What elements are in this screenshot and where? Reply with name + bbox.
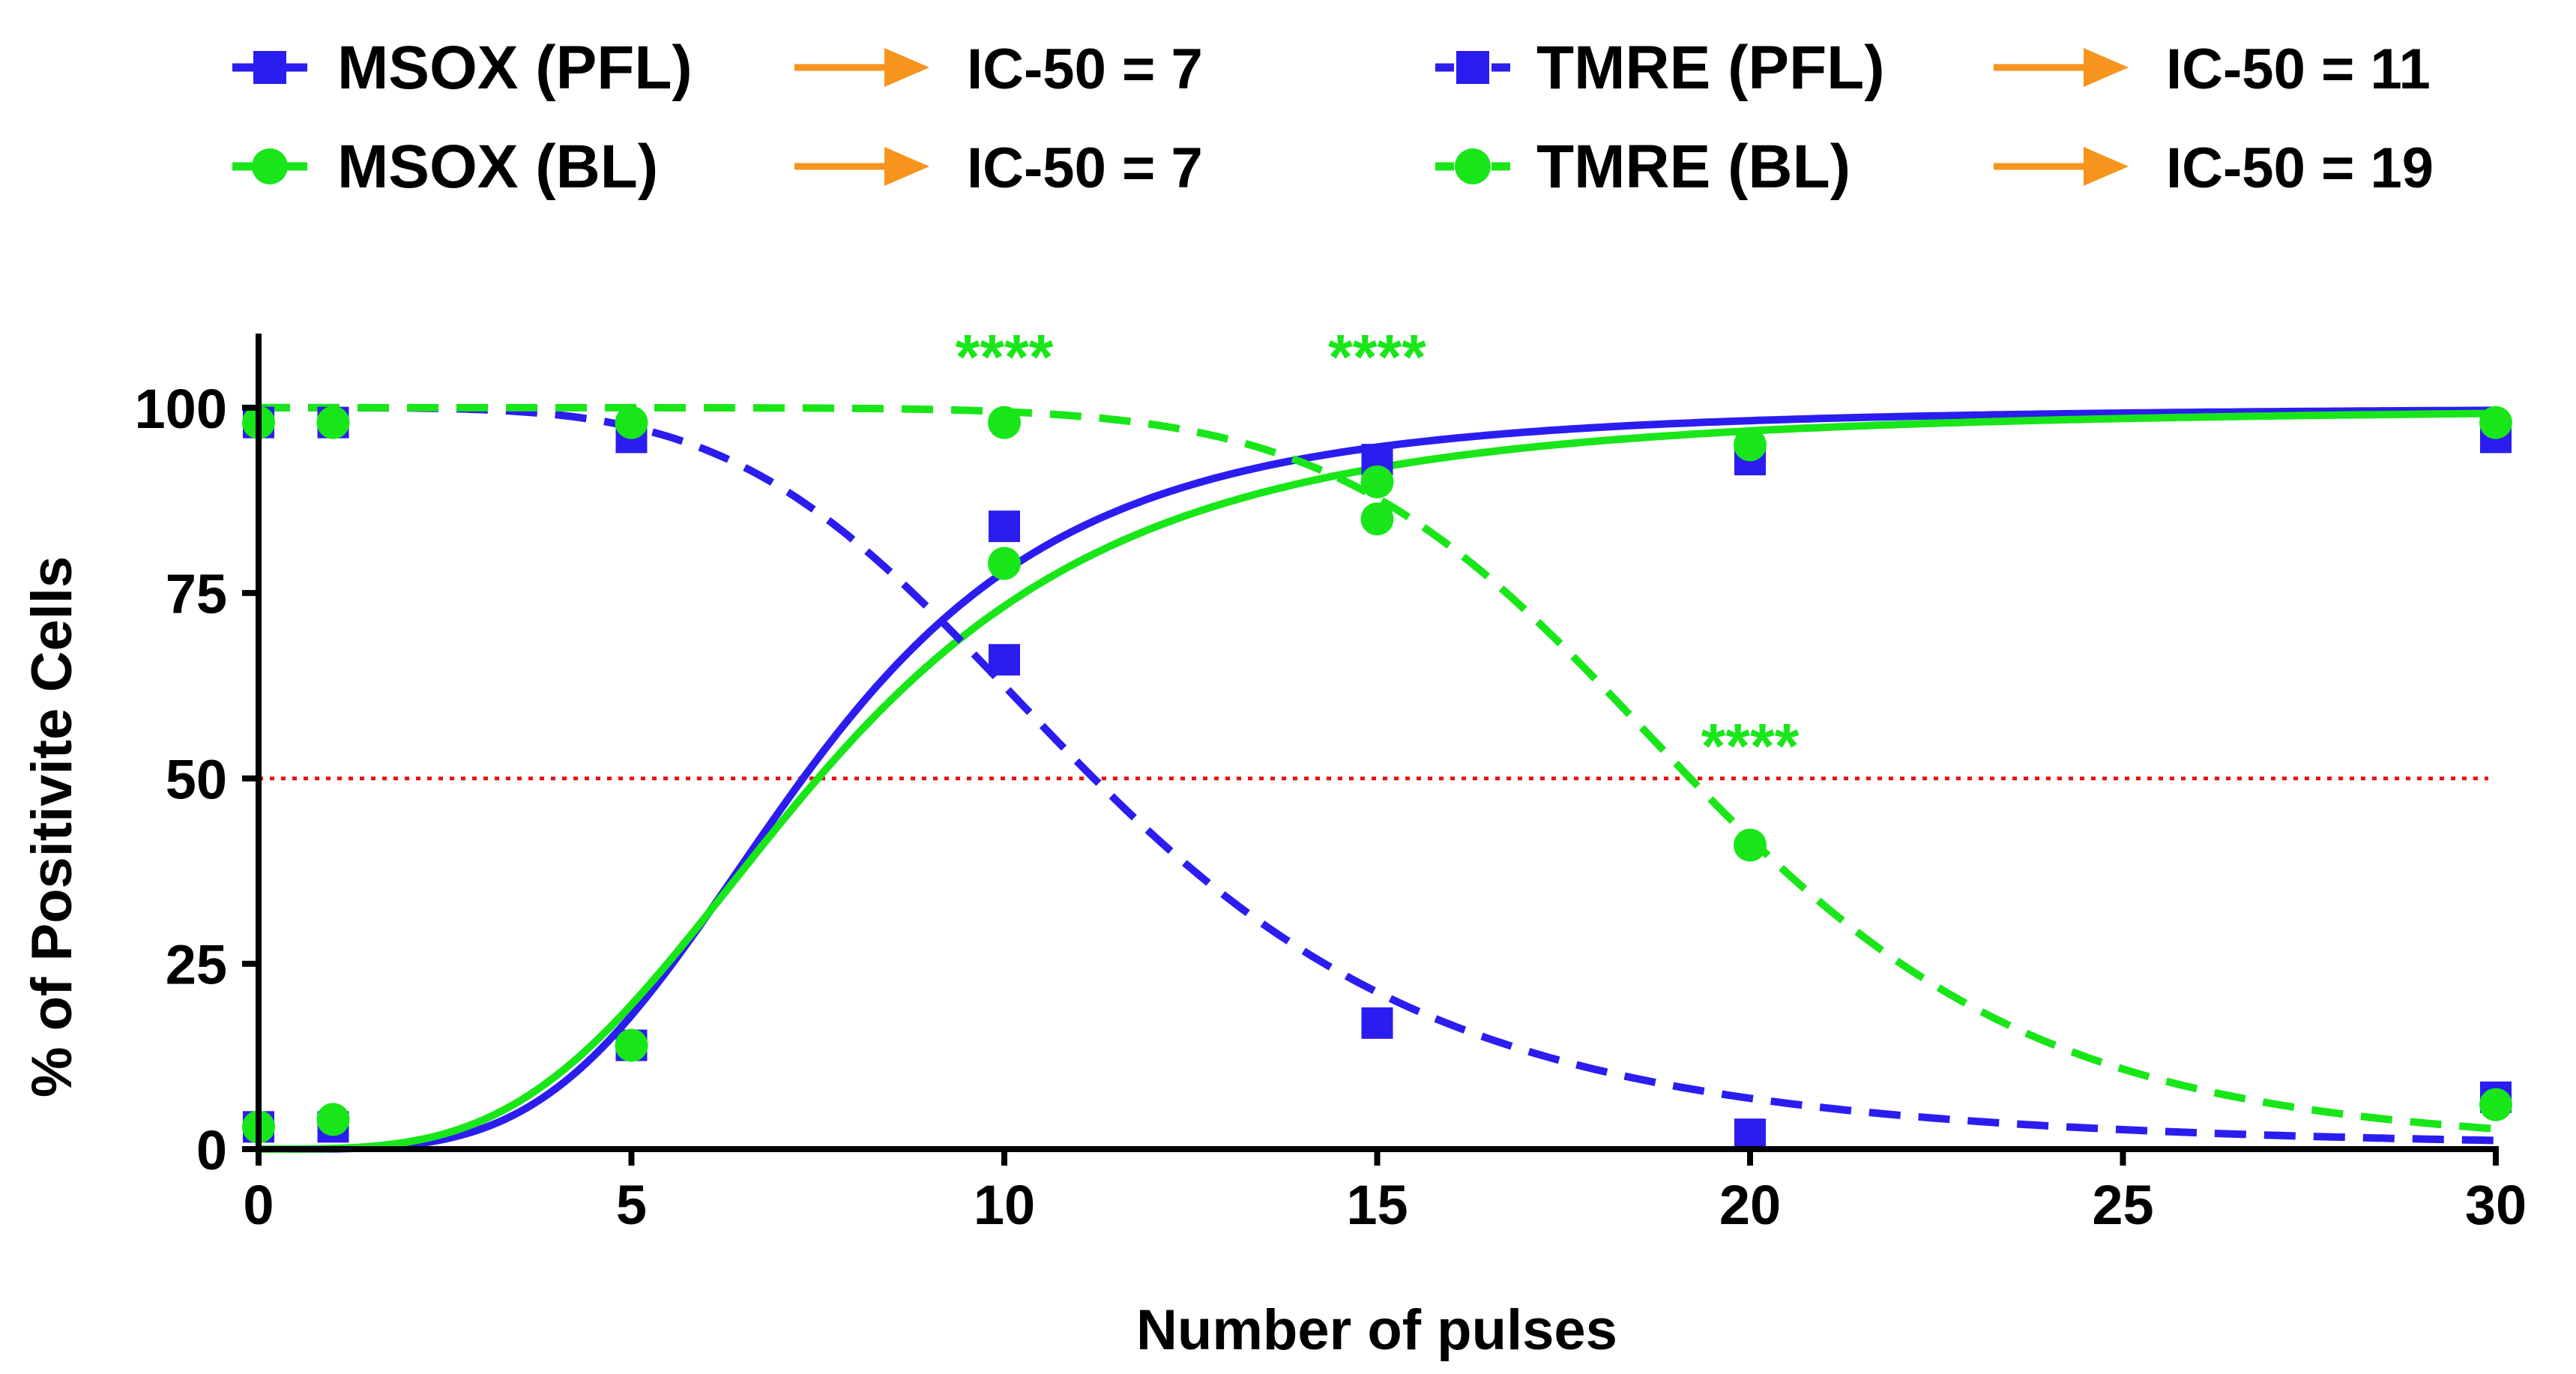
y-tick-label: 100 — [135, 378, 227, 440]
y-tick-label: 75 — [166, 563, 227, 625]
y-axis-label: % of Positivite Cells — [20, 556, 84, 1097]
plot-area: 0 25 50 75 100 0 5 10 15 20 25 30 **** **** **** — [135, 322, 2527, 1236]
legend-ic50-value: IC-50 = 7 — [967, 37, 1203, 101]
legend-arrow-icon — [1994, 147, 2129, 186]
arrow-head — [2084, 147, 2129, 186]
y-tick-label: 25 — [166, 934, 227, 996]
legend-entry-3: TMRE (BL) IC-50 = 19 — [1435, 133, 2434, 201]
y-tick-label: 50 — [166, 748, 227, 810]
legend-entry-2: TMRE (PFL) IC-50 = 11 — [1435, 34, 2431, 102]
data-point-square — [989, 644, 1020, 676]
x-tick-label: 30 — [2465, 1174, 2527, 1236]
data-point-circle — [1734, 828, 1767, 862]
legend-square-marker — [253, 51, 286, 84]
legend-ic50-value: IC-50 = 19 — [2166, 136, 2434, 200]
legend: MSOX (PFL) IC-50 = 7 MSOX (BL) IC-50 = 7 TMR… — [232, 34, 2434, 201]
significance-stars: **** — [1701, 711, 1800, 781]
legend-entry-1: MSOX (BL) IC-50 = 7 — [232, 133, 1203, 201]
legend-label: TMRE (BL) — [1536, 133, 1850, 201]
data-point-circle — [615, 406, 648, 439]
y-tick-label: 0 — [196, 1119, 227, 1181]
legend-label: MSOX (BL) — [337, 133, 658, 201]
data-point-circle — [1734, 428, 1767, 462]
x-tick-label: 20 — [1719, 1174, 1781, 1236]
data-point-circle — [316, 406, 350, 439]
x-axis-label: Number of pulses — [1136, 1298, 1617, 1362]
data-point-square — [1734, 1118, 1766, 1151]
data-points — [242, 406, 2512, 1151]
data-point-circle — [316, 1103, 350, 1136]
legend-square-marker — [1456, 51, 1489, 84]
axes — [242, 334, 2499, 1166]
data-point-square — [1361, 1007, 1393, 1039]
legend-label: MSOX (PFL) — [337, 34, 693, 102]
data-point-circle — [2479, 1088, 2512, 1121]
legend-ic50-value: IC-50 = 7 — [967, 136, 1203, 200]
data-point-circle — [988, 406, 1021, 439]
tick-labels: 0 25 50 75 100 0 5 10 15 20 25 30 — [135, 378, 2527, 1236]
x-tick-label: 10 — [974, 1174, 1035, 1236]
legend-circle-marker — [252, 148, 288, 184]
legend-arrow-icon — [794, 147, 929, 186]
arrow-head — [884, 147, 929, 186]
data-point-circle — [1360, 465, 1394, 498]
significance-stars: **** — [956, 322, 1054, 392]
legend-arrow-icon — [1994, 48, 2129, 87]
data-point-circle — [1360, 502, 1394, 536]
arrow-head — [2084, 48, 2129, 87]
x-tick-label: 0 — [243, 1174, 274, 1236]
data-point-square — [989, 510, 1020, 543]
x-tick-label: 5 — [616, 1174, 647, 1236]
legend-label: TMRE (PFL) — [1536, 34, 1885, 102]
legend-arrow-icon — [794, 48, 929, 87]
arrow-head — [884, 48, 929, 87]
data-point-circle — [615, 1028, 648, 1062]
data-point-circle — [2479, 406, 2512, 439]
legend-ic50-value: IC-50 = 11 — [2166, 37, 2431, 101]
x-tick-label: 25 — [2092, 1174, 2153, 1236]
legend-circle-marker — [1455, 148, 1491, 184]
legend-entry-0: MSOX (PFL) IC-50 = 7 — [232, 34, 1203, 102]
data-point-circle — [988, 546, 1021, 580]
x-tick-label: 15 — [1346, 1174, 1408, 1236]
significance-stars: **** — [1328, 322, 1426, 392]
significance-annotations: **** **** **** — [956, 322, 1800, 781]
